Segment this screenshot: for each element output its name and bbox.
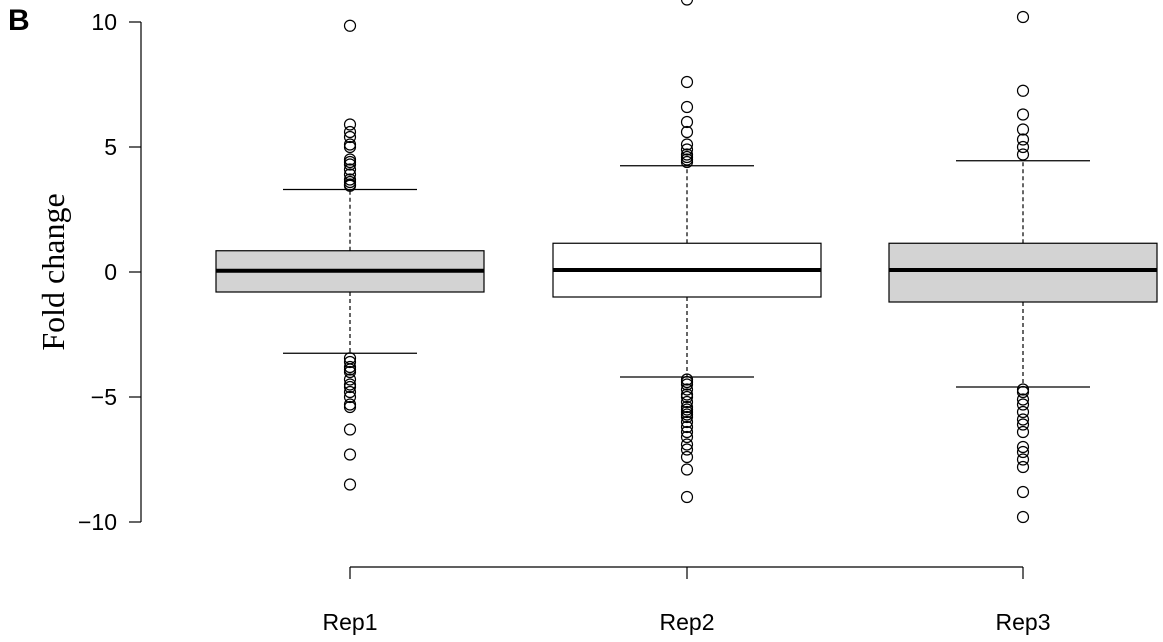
outlier-point [1016, 108, 1030, 121]
x-tick-label: Rep1 [323, 609, 378, 635]
outlier-point [680, 430, 694, 444]
outlier-point [343, 478, 357, 491]
y-tick-label: −5 [91, 384, 117, 410]
outlier-point [343, 448, 357, 461]
outlier-point [1016, 84, 1030, 97]
outlier-point [343, 140, 357, 154]
outlier-point [680, 383, 694, 396]
outlier-point [680, 115, 694, 129]
x-tick-label: Rep2 [660, 609, 715, 635]
outlier-point [680, 143, 694, 156]
outlier-point [1016, 510, 1030, 524]
outlier-point [680, 450, 694, 464]
outlier-point [680, 395, 694, 409]
outlier-point [343, 373, 357, 386]
outlier-point [343, 130, 357, 144]
box-rep1 [215, 19, 485, 491]
outlier-point [343, 158, 357, 171]
x-tick-label: Rep3 [996, 609, 1051, 635]
outlier-point [1016, 10, 1030, 24]
outlier-point [1016, 140, 1030, 154]
outlier-point [680, 390, 694, 404]
outlier-point [343, 390, 357, 404]
outlier-point [1016, 393, 1030, 406]
outlier-point [343, 400, 357, 414]
y-tick-label: 10 [91, 9, 117, 35]
outlier-point [1016, 453, 1030, 466]
outlier-point [343, 179, 357, 192]
outlier-point [680, 155, 694, 169]
outlier-point [680, 425, 694, 439]
y-tick-label: 5 [104, 134, 117, 160]
outlier-point [1016, 413, 1030, 426]
outlier-point [343, 125, 357, 139]
outlier-point [680, 75, 694, 89]
panel-label: B [8, 4, 30, 37]
outlier-point [343, 365, 357, 379]
outlier-point [343, 118, 357, 131]
outlier-point [1016, 405, 1030, 419]
outlier-point [680, 443, 694, 456]
outlier-point [343, 380, 357, 394]
outlier-point [680, 378, 694, 391]
outlier-point [680, 438, 694, 451]
outlier-point [343, 163, 357, 176]
box-body [888, 242, 1158, 303]
outlier-point [1016, 133, 1030, 146]
outlier-point [343, 19, 357, 32]
outlier-point [1016, 418, 1030, 431]
y-axis: −10 −5 0 5 10 [78, 9, 142, 535]
outlier-point [680, 0, 694, 6]
outlier-point [680, 415, 694, 429]
outlier-point [343, 423, 357, 436]
outlier-point [1016, 440, 1030, 454]
outlier-point [680, 125, 694, 139]
outlier-point [1016, 425, 1030, 439]
y-tick-label: 0 [104, 259, 117, 285]
outlier-point [680, 420, 694, 434]
y-tick-label: −10 [78, 509, 117, 535]
outlier-point [1016, 385, 1030, 399]
outlier-point [1016, 485, 1030, 499]
outlier-point [343, 355, 357, 369]
box-series [215, 0, 1158, 524]
outlier-point [1016, 398, 1030, 411]
outlier-point [680, 138, 694, 151]
outlier-point [343, 138, 357, 151]
outlier-point [680, 463, 694, 476]
outlier-point [343, 363, 357, 376]
outlier-point [680, 410, 694, 424]
box-rep3 [888, 10, 1158, 524]
outlier-point [1016, 148, 1030, 161]
outlier-point [1016, 460, 1030, 474]
outlier-point [680, 100, 694, 114]
outlier-point [1016, 123, 1030, 136]
outlier-point [343, 398, 357, 411]
x-axis: Rep1 Rep2 Rep3 [323, 566, 1051, 635]
box-rep2 [552, 0, 822, 504]
outlier-point [1016, 445, 1030, 459]
outlier-point [343, 385, 357, 399]
y-axis-label: Fold change [35, 193, 71, 350]
outlier-point [1016, 383, 1030, 396]
outlier-point [680, 490, 694, 504]
